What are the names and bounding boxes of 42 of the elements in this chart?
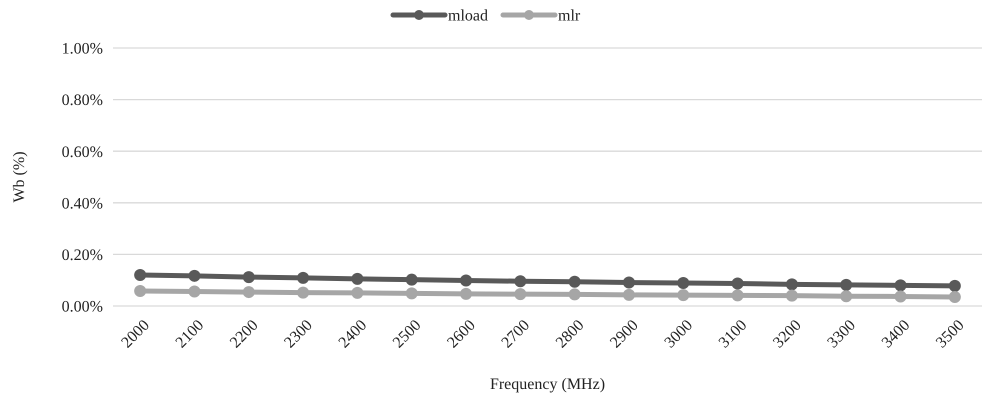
point bbox=[677, 289, 690, 302]
point bbox=[894, 290, 907, 302]
y-axis-title: Wb (%) bbox=[11, 151, 28, 203]
y-tick-label: 0.60% bbox=[62, 144, 103, 161]
point bbox=[351, 272, 364, 285]
legend-label: mload bbox=[448, 8, 488, 25]
point bbox=[242, 286, 255, 298]
y-tick-label: 0.00% bbox=[62, 298, 103, 316]
point bbox=[514, 288, 526, 300]
point bbox=[188, 270, 200, 282]
point bbox=[786, 278, 798, 290]
point bbox=[351, 286, 364, 299]
point bbox=[134, 285, 146, 298]
point bbox=[134, 269, 146, 282]
point bbox=[894, 279, 907, 292]
y-tick-label: 1.00% bbox=[62, 40, 103, 58]
point bbox=[786, 290, 798, 302]
point bbox=[514, 275, 526, 288]
point bbox=[948, 290, 961, 303]
point bbox=[622, 288, 635, 301]
y-tick-label: 0.80% bbox=[62, 92, 103, 110]
point bbox=[297, 286, 310, 299]
point bbox=[406, 274, 418, 286]
point bbox=[840, 278, 852, 291]
point bbox=[188, 286, 200, 298]
point bbox=[948, 280, 961, 292]
y-tick-label: 0.40% bbox=[62, 195, 103, 212]
x-axis-title: Frequency (MHz) bbox=[490, 376, 606, 393]
legend-label: mlr bbox=[558, 8, 581, 25]
point bbox=[568, 288, 581, 300]
point bbox=[406, 287, 418, 300]
point bbox=[242, 271, 255, 284]
point bbox=[732, 278, 744, 290]
point bbox=[297, 272, 310, 284]
point bbox=[460, 288, 472, 300]
point bbox=[732, 289, 744, 302]
y-tick-label: 0.20% bbox=[62, 247, 103, 264]
point bbox=[677, 277, 690, 290]
point bbox=[840, 290, 852, 302]
point bbox=[622, 276, 635, 289]
point bbox=[568, 276, 581, 288]
point bbox=[460, 274, 472, 286]
